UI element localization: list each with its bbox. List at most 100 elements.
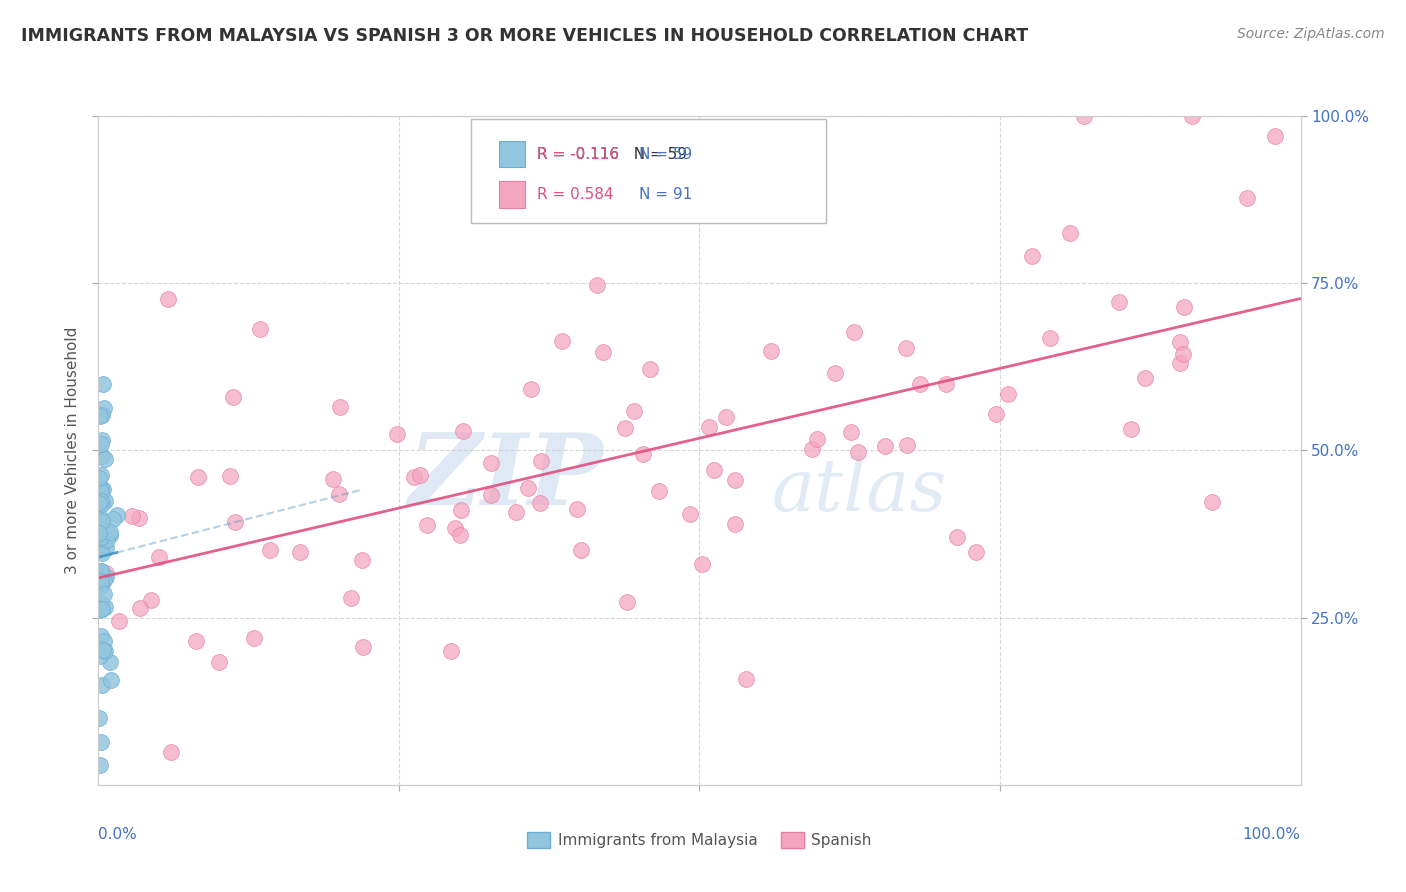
Point bbox=[631, 447, 654, 461]
Point bbox=[1171, 347, 1194, 361]
Point bbox=[569, 542, 592, 557]
Point bbox=[90, 578, 112, 592]
Point bbox=[451, 424, 474, 438]
Point bbox=[90, 735, 112, 749]
Point bbox=[1133, 371, 1156, 385]
Point bbox=[340, 591, 363, 606]
Point bbox=[444, 521, 467, 535]
Point bbox=[90, 579, 112, 593]
Point bbox=[87, 525, 110, 540]
Point bbox=[90, 600, 112, 615]
Point bbox=[87, 710, 110, 724]
Point bbox=[93, 401, 115, 415]
Point bbox=[714, 409, 737, 424]
Point bbox=[249, 321, 271, 335]
Point bbox=[724, 473, 747, 487]
Point bbox=[1059, 226, 1081, 240]
Point bbox=[208, 655, 231, 669]
Point bbox=[187, 470, 209, 484]
Text: R = -0.116: R = -0.116 bbox=[537, 146, 619, 161]
Point bbox=[224, 515, 246, 529]
Point bbox=[90, 564, 112, 578]
Point bbox=[243, 631, 266, 645]
Point bbox=[416, 518, 439, 533]
Point bbox=[186, 633, 208, 648]
Point bbox=[91, 602, 114, 616]
Point bbox=[91, 482, 114, 496]
Text: ZIP: ZIP bbox=[408, 429, 603, 525]
Point bbox=[1108, 295, 1130, 310]
FancyBboxPatch shape bbox=[471, 120, 825, 223]
Point bbox=[90, 483, 112, 497]
Point bbox=[121, 509, 143, 524]
Point bbox=[98, 655, 121, 669]
Point bbox=[87, 496, 110, 510]
Point bbox=[129, 601, 152, 615]
Point bbox=[93, 600, 115, 615]
Point bbox=[1201, 494, 1223, 508]
Point bbox=[505, 505, 527, 519]
Point bbox=[800, 442, 823, 456]
Text: 100.0%: 100.0% bbox=[1243, 827, 1301, 841]
Point bbox=[761, 344, 783, 359]
Point bbox=[697, 420, 720, 434]
Point bbox=[100, 673, 122, 687]
Point bbox=[91, 376, 114, 391]
Point bbox=[259, 543, 281, 558]
Point bbox=[387, 426, 409, 441]
Point bbox=[107, 615, 129, 629]
Point bbox=[592, 345, 614, 359]
Point bbox=[1168, 335, 1191, 350]
Point bbox=[290, 545, 312, 559]
Point bbox=[1021, 249, 1043, 263]
Text: N = 59: N = 59 bbox=[640, 146, 693, 161]
Point bbox=[91, 449, 114, 463]
Text: IMMIGRANTS FROM MALAYSIA VS SPANISH 3 OR MORE VEHICLES IN HOUSEHOLD CORRELATION : IMMIGRANTS FROM MALAYSIA VS SPANISH 3 OR… bbox=[21, 27, 1028, 45]
Point bbox=[90, 493, 112, 508]
Text: 0.0%: 0.0% bbox=[98, 827, 138, 841]
Point bbox=[96, 533, 118, 548]
Point bbox=[806, 432, 828, 446]
Point bbox=[1264, 128, 1286, 143]
Point bbox=[91, 514, 114, 528]
Point bbox=[1236, 191, 1258, 205]
Point bbox=[222, 391, 245, 405]
Point bbox=[896, 438, 918, 452]
Point bbox=[1181, 109, 1204, 123]
Point bbox=[87, 508, 110, 522]
Point bbox=[160, 744, 183, 758]
Point bbox=[89, 603, 111, 617]
Point bbox=[90, 546, 112, 560]
Point bbox=[96, 566, 118, 581]
Point bbox=[89, 641, 111, 656]
Point bbox=[873, 439, 896, 453]
Point bbox=[90, 564, 112, 578]
Point bbox=[530, 453, 553, 467]
Point bbox=[128, 511, 150, 525]
Point bbox=[90, 629, 112, 643]
Point bbox=[98, 525, 121, 540]
Point bbox=[94, 493, 117, 508]
Point bbox=[91, 642, 114, 657]
Point bbox=[735, 673, 758, 687]
Point bbox=[551, 334, 574, 348]
Point bbox=[90, 433, 112, 447]
Point bbox=[613, 421, 636, 435]
Point bbox=[1173, 301, 1195, 315]
Point bbox=[997, 387, 1019, 401]
Point bbox=[87, 537, 110, 551]
Point bbox=[449, 528, 471, 542]
Point bbox=[517, 481, 540, 495]
Point bbox=[896, 341, 918, 355]
Point bbox=[402, 470, 425, 484]
Text: R = -0.116   N = 59: R = -0.116 N = 59 bbox=[537, 146, 688, 161]
Point bbox=[322, 472, 344, 486]
Point bbox=[1039, 331, 1062, 345]
Point bbox=[93, 573, 115, 587]
Point bbox=[87, 532, 110, 546]
Text: R = 0.584: R = 0.584 bbox=[537, 186, 613, 202]
Point bbox=[724, 516, 747, 531]
Point bbox=[94, 452, 117, 467]
Point bbox=[479, 488, 502, 502]
Point bbox=[450, 502, 472, 516]
